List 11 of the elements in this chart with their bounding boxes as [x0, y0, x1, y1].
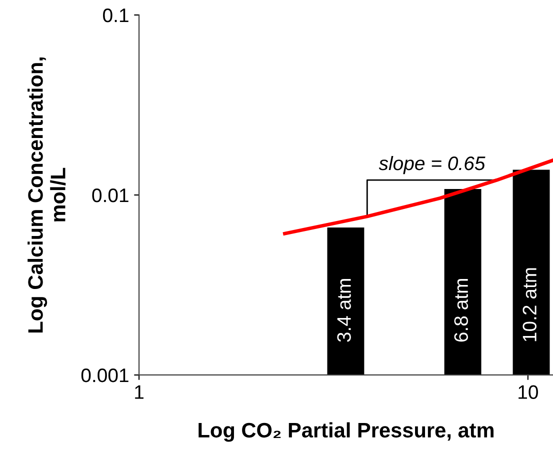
annotation: slope = 0.65 — [378, 156, 486, 174]
y-tick-label: 0.01 — [92, 188, 128, 202]
y-tick-label: 0.001 — [81, 368, 128, 382]
annotation: 3.4 atm — [337, 279, 351, 342]
x-tick-label: 10 — [518, 385, 538, 399]
x-tick-label: 1 — [135, 385, 144, 399]
annotation: 6.8 atm — [454, 279, 468, 342]
annotation: 10.2 atm — [522, 268, 536, 342]
y-axis-title: Log Calcium Concentration, mol/L — [28, 57, 66, 332]
y-tick-label: 0.1 — [103, 8, 128, 22]
x-axis-title: Log CO₂ Partial Pressure, atm — [198, 422, 494, 442]
